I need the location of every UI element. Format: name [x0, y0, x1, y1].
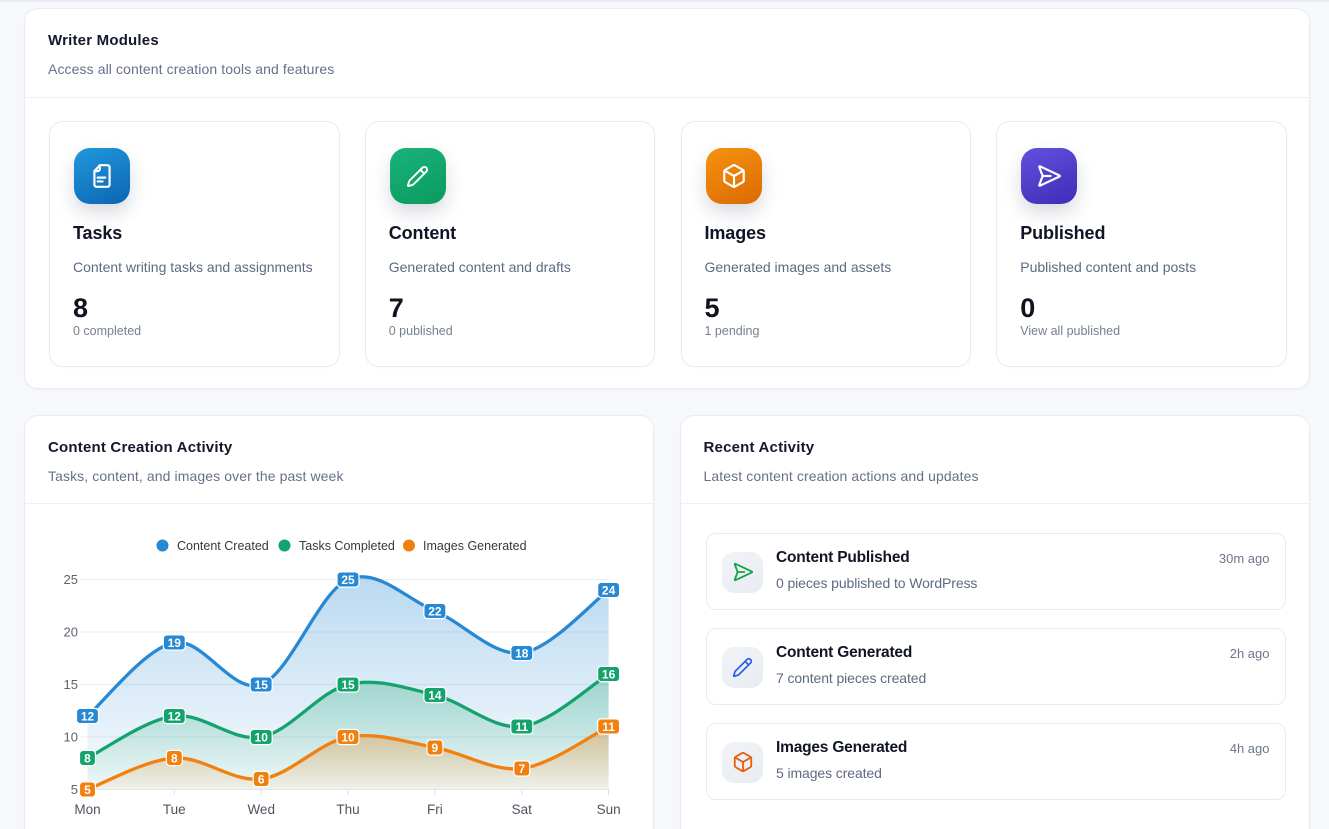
svg-text:10: 10	[64, 730, 78, 745]
svg-text:Thu: Thu	[336, 802, 359, 817]
svg-text:12: 12	[168, 709, 182, 723]
svg-text:15: 15	[255, 678, 269, 692]
svg-text:8: 8	[84, 751, 91, 765]
svg-text:14: 14	[428, 688, 442, 702]
svg-text:16: 16	[602, 667, 616, 681]
svg-text:Tue: Tue	[163, 802, 186, 817]
svg-text:9: 9	[432, 741, 439, 755]
svg-text:15: 15	[341, 678, 355, 692]
svg-text:6: 6	[258, 772, 265, 786]
svg-text:Mon: Mon	[74, 802, 100, 817]
svg-text:Sun: Sun	[597, 802, 621, 817]
svg-text:12: 12	[81, 709, 95, 723]
svg-text:11: 11	[602, 720, 615, 734]
svg-text:5: 5	[71, 782, 78, 797]
svg-text:Images Generated: Images Generated	[423, 539, 527, 553]
svg-text:10: 10	[255, 730, 269, 744]
svg-text:18: 18	[515, 646, 529, 660]
svg-text:20: 20	[64, 625, 78, 640]
svg-text:Content Created: Content Created	[177, 539, 269, 553]
svg-text:10: 10	[341, 730, 355, 744]
svg-text:25: 25	[64, 572, 78, 587]
svg-text:5: 5	[84, 783, 91, 797]
svg-text:25: 25	[341, 573, 355, 587]
svg-text:24: 24	[602, 583, 616, 597]
svg-text:11: 11	[515, 720, 528, 734]
svg-text:Sat: Sat	[512, 802, 533, 817]
svg-text:8: 8	[171, 751, 178, 765]
svg-text:Fri: Fri	[427, 802, 443, 817]
svg-text:15: 15	[64, 677, 78, 692]
svg-text:19: 19	[168, 636, 182, 650]
svg-text:7: 7	[518, 762, 525, 776]
svg-text:22: 22	[428, 604, 442, 618]
svg-text:Tasks Completed: Tasks Completed	[299, 539, 395, 553]
svg-text:Wed: Wed	[247, 802, 275, 817]
